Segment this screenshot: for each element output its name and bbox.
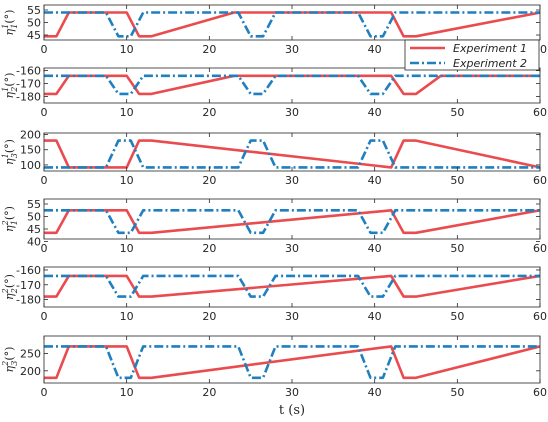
x-tick-label: 20 — [202, 310, 216, 323]
x-tick-label: 60 — [533, 106, 547, 119]
x-tick-label: 30 — [285, 386, 299, 399]
x-tick-label: 50 — [450, 242, 464, 255]
x-tick-label: 20 — [202, 106, 216, 119]
series-line-experiment-2 — [44, 74, 540, 96]
y-axis-label: η23(°) — [1, 347, 19, 373]
x-tick-label: 30 — [285, 174, 299, 187]
x-tick-label: 40 — [368, 174, 382, 187]
y-tick-label: -160 — [16, 65, 41, 78]
y-tick-label: 40 — [27, 236, 41, 249]
x-tick-label: 10 — [120, 106, 134, 119]
legend-label-2: Experiment 2 — [453, 57, 527, 70]
x-tick-label: 50 — [450, 106, 464, 119]
series-line-experiment-2 — [44, 274, 540, 298]
y-tick-label: 100 — [20, 159, 41, 172]
y-tick-label: 45 — [27, 29, 41, 42]
legend-label-1: Experiment 1 — [453, 42, 527, 55]
y-tick-label: 50 — [27, 17, 41, 30]
series-line-experiment-2 — [44, 11, 540, 38]
y-axis-label: η21(°) — [1, 206, 19, 232]
y-tick-label: 55 — [27, 4, 41, 17]
x-tick-label: 50 — [450, 174, 464, 187]
x-tick-label: 0 — [41, 310, 48, 323]
y-tick-label: 45 — [27, 223, 41, 236]
x-tick-label: 40 — [368, 242, 382, 255]
series-line-experiment-2 — [44, 209, 540, 235]
y-tick-label: -180 — [16, 91, 41, 104]
axes-box — [43, 67, 541, 104]
x-tick-label: 0 — [41, 386, 48, 399]
series-line-experiment-1 — [44, 274, 540, 298]
y-tick-label: -170 — [16, 78, 41, 91]
series-line-experiment-2 — [44, 345, 540, 380]
x-tick-label: 0 — [41, 242, 48, 255]
x-tick-label: 0 — [41, 106, 48, 119]
series-line-experiment-1 — [44, 139, 540, 169]
x-tick-label: 10 — [120, 242, 134, 255]
x-axis-label: t (s) — [279, 403, 305, 418]
x-tick-label: 10 — [120, 174, 134, 187]
x-tick-label: 20 — [202, 174, 216, 187]
y-axis-label: η11(°) — [1, 10, 19, 36]
x-tick-label: 20 — [202, 386, 216, 399]
x-tick-label: 60 — [533, 174, 547, 187]
y-tick-label: 50 — [27, 211, 41, 224]
x-tick-label: 60 — [533, 242, 547, 255]
y-tick-label: -170 — [16, 279, 41, 292]
x-tick-label: 60 — [533, 310, 547, 323]
x-tick-label: 10 — [120, 43, 134, 56]
y-tick-label: 200 — [20, 365, 41, 378]
x-tick-label: 30 — [285, 242, 299, 255]
y-tick-label: 200 — [20, 129, 41, 142]
series-line-experiment-1 — [44, 74, 540, 96]
series-line-experiment-1 — [44, 345, 540, 380]
x-tick-label: 50 — [450, 386, 464, 399]
y-axis-label: η12(°) — [1, 73, 19, 99]
y-tick-label: -160 — [16, 264, 41, 277]
x-tick-label: 20 — [202, 43, 216, 56]
series-line-experiment-1 — [44, 11, 540, 38]
x-tick-label: 40 — [368, 310, 382, 323]
x-tick-label: 0 — [41, 174, 48, 187]
x-tick-label: 30 — [285, 106, 299, 119]
x-tick-label: 20 — [202, 242, 216, 255]
legend: Experiment 1 Experiment 2 — [404, 39, 540, 71]
y-tick-label: -180 — [16, 294, 41, 307]
x-tick-label: 0 — [41, 43, 48, 56]
x-tick-label: 10 — [120, 310, 134, 323]
legend-box — [404, 39, 540, 71]
x-tick-label: 40 — [368, 43, 382, 56]
y-tick-label: 150 — [20, 144, 41, 157]
x-tick-label: 40 — [368, 106, 382, 119]
y-axis-label: η22(°) — [1, 274, 19, 300]
x-tick-label: 30 — [285, 310, 299, 323]
x-tick-label: 30 — [285, 43, 299, 56]
y-tick-label: 55 — [27, 198, 41, 211]
x-tick-label: 50 — [450, 310, 464, 323]
y-tick-label: 250 — [20, 347, 41, 360]
axes-box — [43, 266, 541, 308]
series-line-experiment-1 — [44, 209, 540, 235]
x-tick-label: 60 — [533, 386, 547, 399]
series-line-experiment-2 — [44, 139, 540, 169]
x-tick-label: 40 — [368, 386, 382, 399]
y-axis-label: η13(°) — [1, 139, 19, 165]
x-tick-label: 10 — [120, 386, 134, 399]
